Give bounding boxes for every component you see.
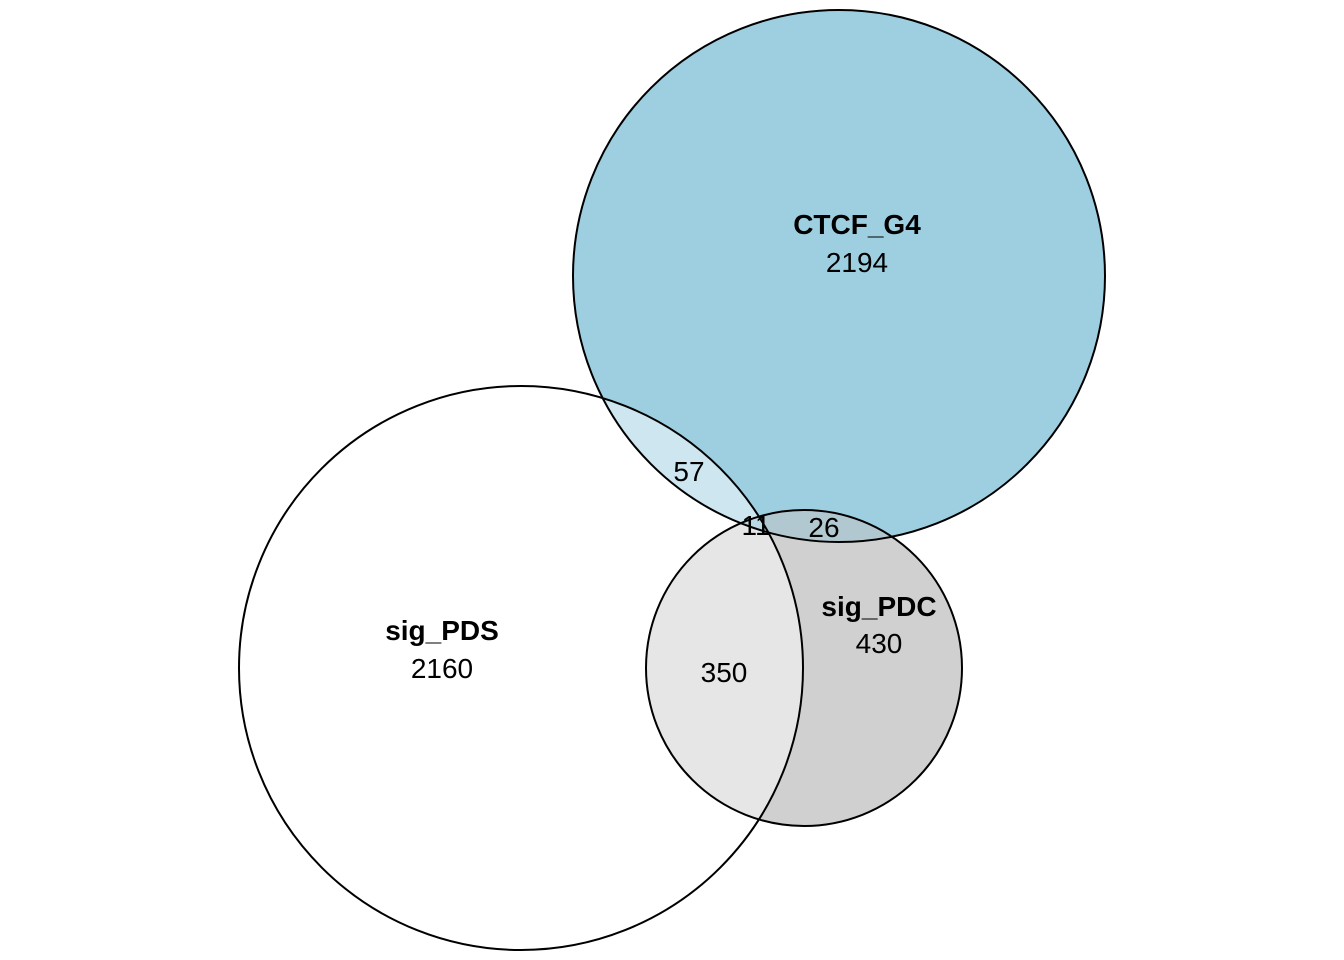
ctcf-pds-count: 57 <box>673 456 704 487</box>
pds-pdc-count: 350 <box>701 657 748 688</box>
sig-pds-label: sig_PDS <box>385 615 499 646</box>
ctcf-pdc-count: 26 <box>808 512 839 543</box>
ctcf-g4-count: 2194 <box>826 247 888 278</box>
sig-pdc-outline <box>645 509 963 827</box>
ctcf-g4-label: CTCF_G4 <box>793 209 921 240</box>
ctcf-g4-circle <box>573 10 1105 542</box>
sig-pds-circle <box>239 386 803 950</box>
sig-pds-outline <box>238 385 804 951</box>
ctcf-g4-outline <box>572 9 1106 543</box>
sig-pds-count: 2160 <box>411 653 473 684</box>
all-three-count: 11 <box>741 510 770 541</box>
sig-pdc-label: sig_PDC <box>821 591 936 622</box>
sig-pdc-count: 430 <box>856 628 903 659</box>
